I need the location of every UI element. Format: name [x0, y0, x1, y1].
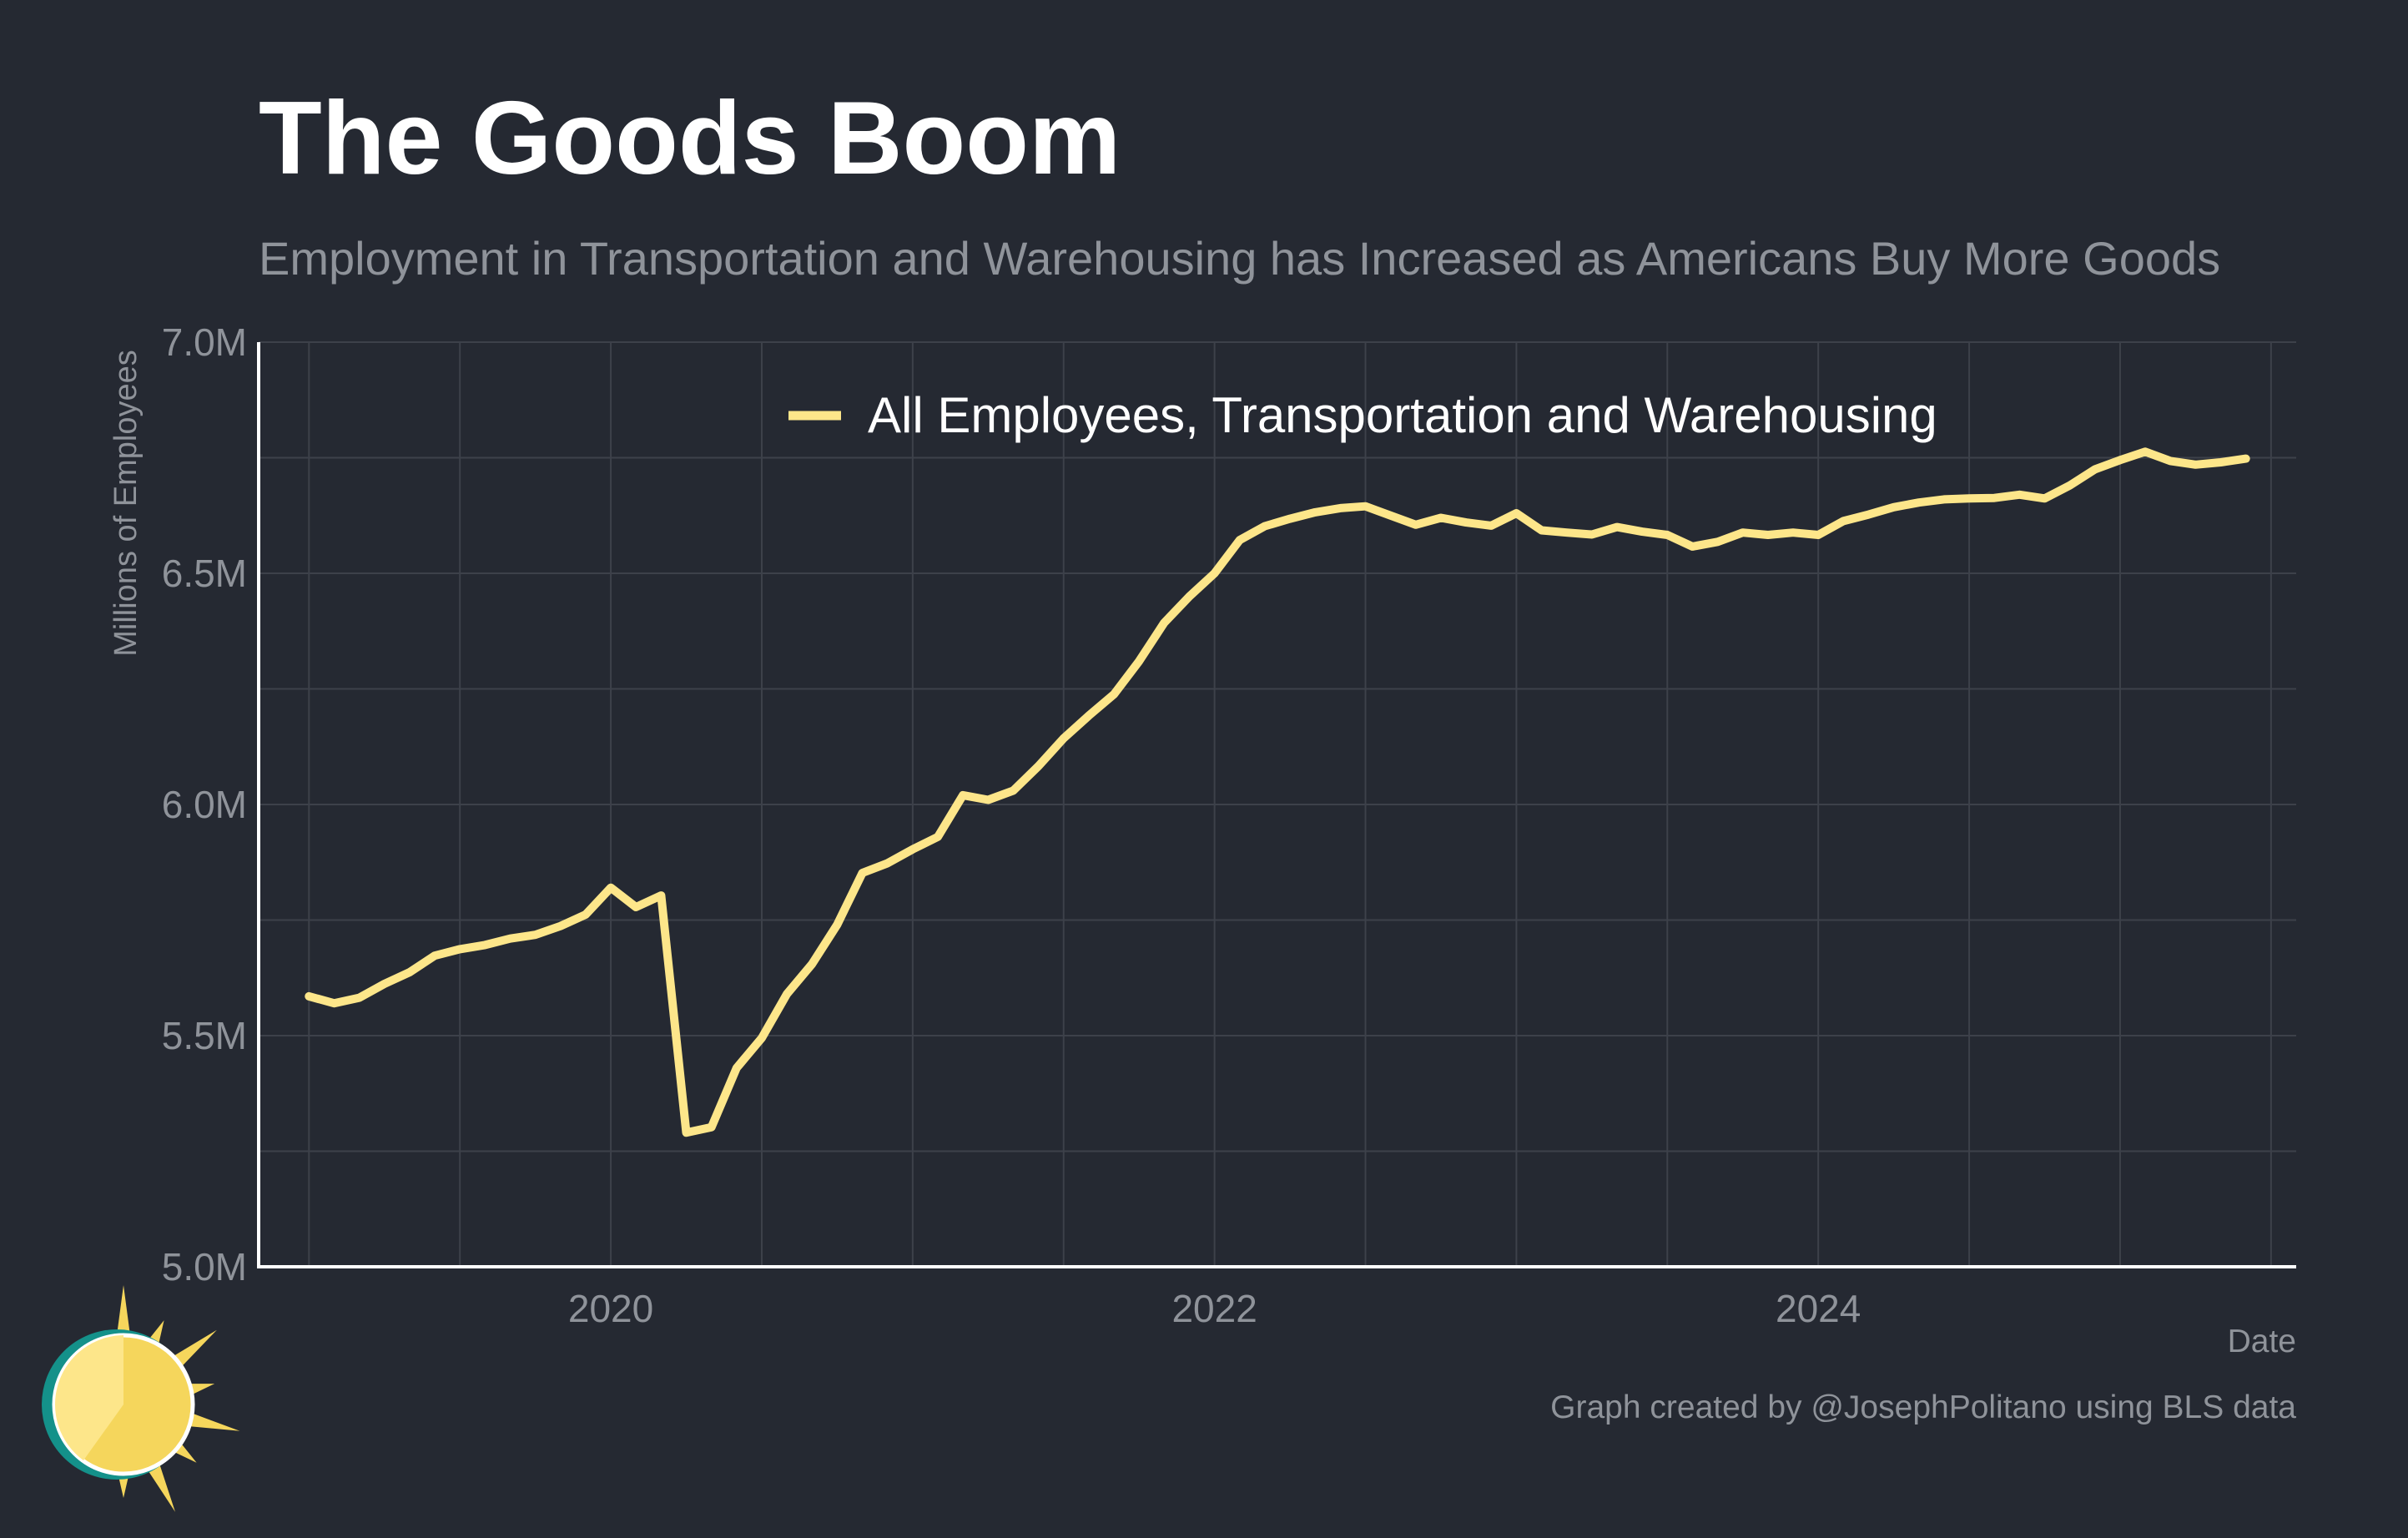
legend: All Employees, Transportation and Wareho… [788, 387, 1937, 443]
axes [257, 342, 2296, 1268]
chart-subtitle: Employment in Transportation and Warehou… [259, 232, 2221, 285]
series-line [305, 447, 2250, 1137]
x-axis-title: Date [2228, 1324, 2296, 1359]
x-tick-label: 2022 [1171, 1287, 1257, 1330]
series [305, 447, 2250, 1137]
y-tick-label: 5.0M [162, 1245, 247, 1288]
axis-labels: 5.0M 5.5M 6.0M 6.5M 7.0M 2020 2022 2024 Millions… [108, 320, 2296, 1359]
source-caption: Graph created by @JosephPolitano using B… [1550, 1389, 2296, 1425]
y-tick-label: 6.0M [162, 783, 247, 826]
x-tick-label: 2020 [568, 1287, 653, 1330]
y-tick-label: 6.5M [162, 552, 247, 595]
y-tick-label: 5.5M [162, 1014, 247, 1057]
y-axis-title: Millions of Employees [108, 350, 144, 656]
y-tick-label: 7.0M [162, 320, 247, 364]
x-tick-label: 2024 [1776, 1287, 1861, 1330]
sun-logo-icon [42, 1285, 240, 1512]
gridlines [259, 341, 2296, 1268]
legend-label: All Employees, Transportation and Wareho… [868, 387, 1937, 443]
chart-title: The Goods Boom [259, 81, 1121, 196]
